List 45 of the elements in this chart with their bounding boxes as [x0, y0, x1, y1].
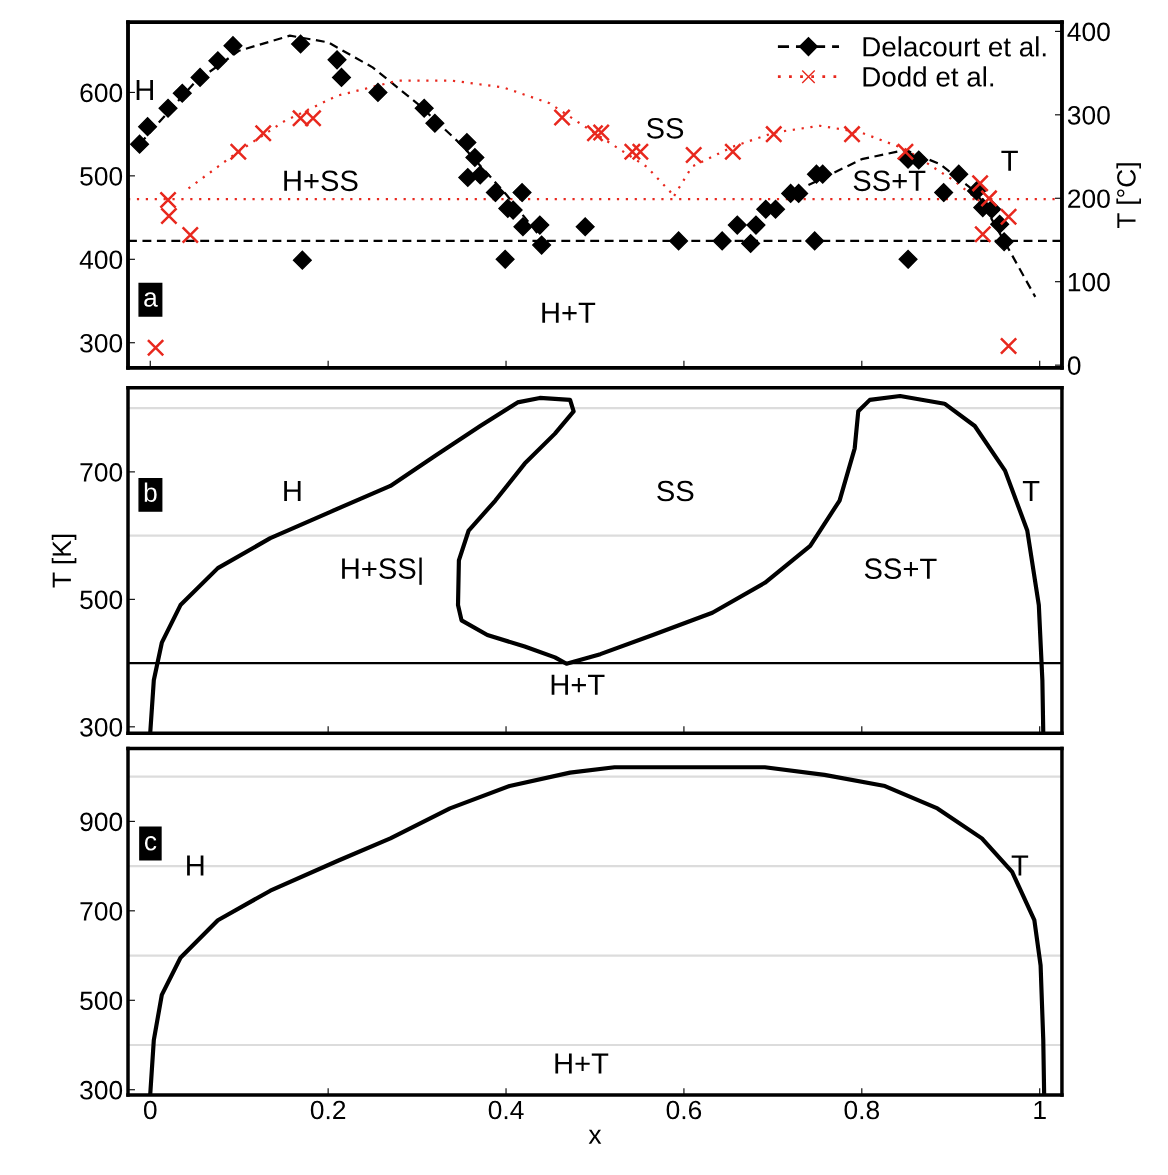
x-tick-label: 0.2	[310, 1100, 346, 1120]
y-tick-label: 700	[80, 901, 123, 921]
y-tick-label: 400	[79, 250, 123, 270]
y2-tick-label: 0	[1067, 356, 1081, 375]
x-axis-title: x	[588, 1129, 602, 1144]
legend-label: Dodd et al.	[863, 66, 994, 87]
annotation: SS+T	[864, 558, 937, 580]
y-tick-label: 300	[80, 333, 123, 353]
annotation: T	[1022, 480, 1040, 501]
y2-tick-label: 200	[1068, 189, 1110, 209]
y-tick-label: 500	[80, 590, 123, 610]
x-tick-label: 1	[1034, 1100, 1046, 1120]
annotation: H	[136, 79, 153, 100]
x-tick-label: 0.8	[844, 1100, 880, 1120]
y-tick-label: 900	[80, 812, 123, 832]
annotation: SS	[646, 117, 684, 139]
y2-tick-label: 300	[1067, 105, 1110, 125]
x-tick-label: 0.6	[666, 1100, 702, 1120]
y-tick-label: 600	[80, 83, 123, 103]
annotation: H+T	[551, 674, 605, 695]
y-tick-label: 300	[80, 717, 123, 737]
y2-tick-label: 100	[1068, 272, 1110, 292]
y2-tick-label: 400	[1067, 22, 1110, 42]
y-tick-label: 500	[80, 166, 123, 186]
legend-label: Delacourt et al.	[863, 36, 1046, 57]
annotation: H+T	[555, 1053, 609, 1074]
y-tick-label: 300	[80, 1080, 123, 1100]
annotation: b	[144, 482, 157, 502]
annotation: H	[187, 855, 204, 876]
y-tick-label: 500	[80, 991, 123, 1011]
annotation: SS+T	[853, 170, 926, 192]
annotation: a	[144, 292, 158, 307]
annotation: T	[1001, 150, 1018, 171]
annotation: H+SS|	[342, 557, 422, 585]
y2-axis-title: T [°C]	[1116, 163, 1141, 229]
y-axis-title: T [K]	[51, 534, 77, 588]
x-tick-label: 0.4	[488, 1100, 524, 1120]
annotation: c	[144, 836, 157, 851]
y-tick-label: 700	[80, 463, 123, 482]
annotation: H	[284, 480, 301, 501]
annotation: H+SS	[284, 170, 358, 192]
annotation: H+T	[542, 302, 596, 323]
annotation: T	[1011, 855, 1029, 876]
annotation: SS	[657, 480, 694, 502]
x-tick-label: 0	[143, 1100, 157, 1120]
